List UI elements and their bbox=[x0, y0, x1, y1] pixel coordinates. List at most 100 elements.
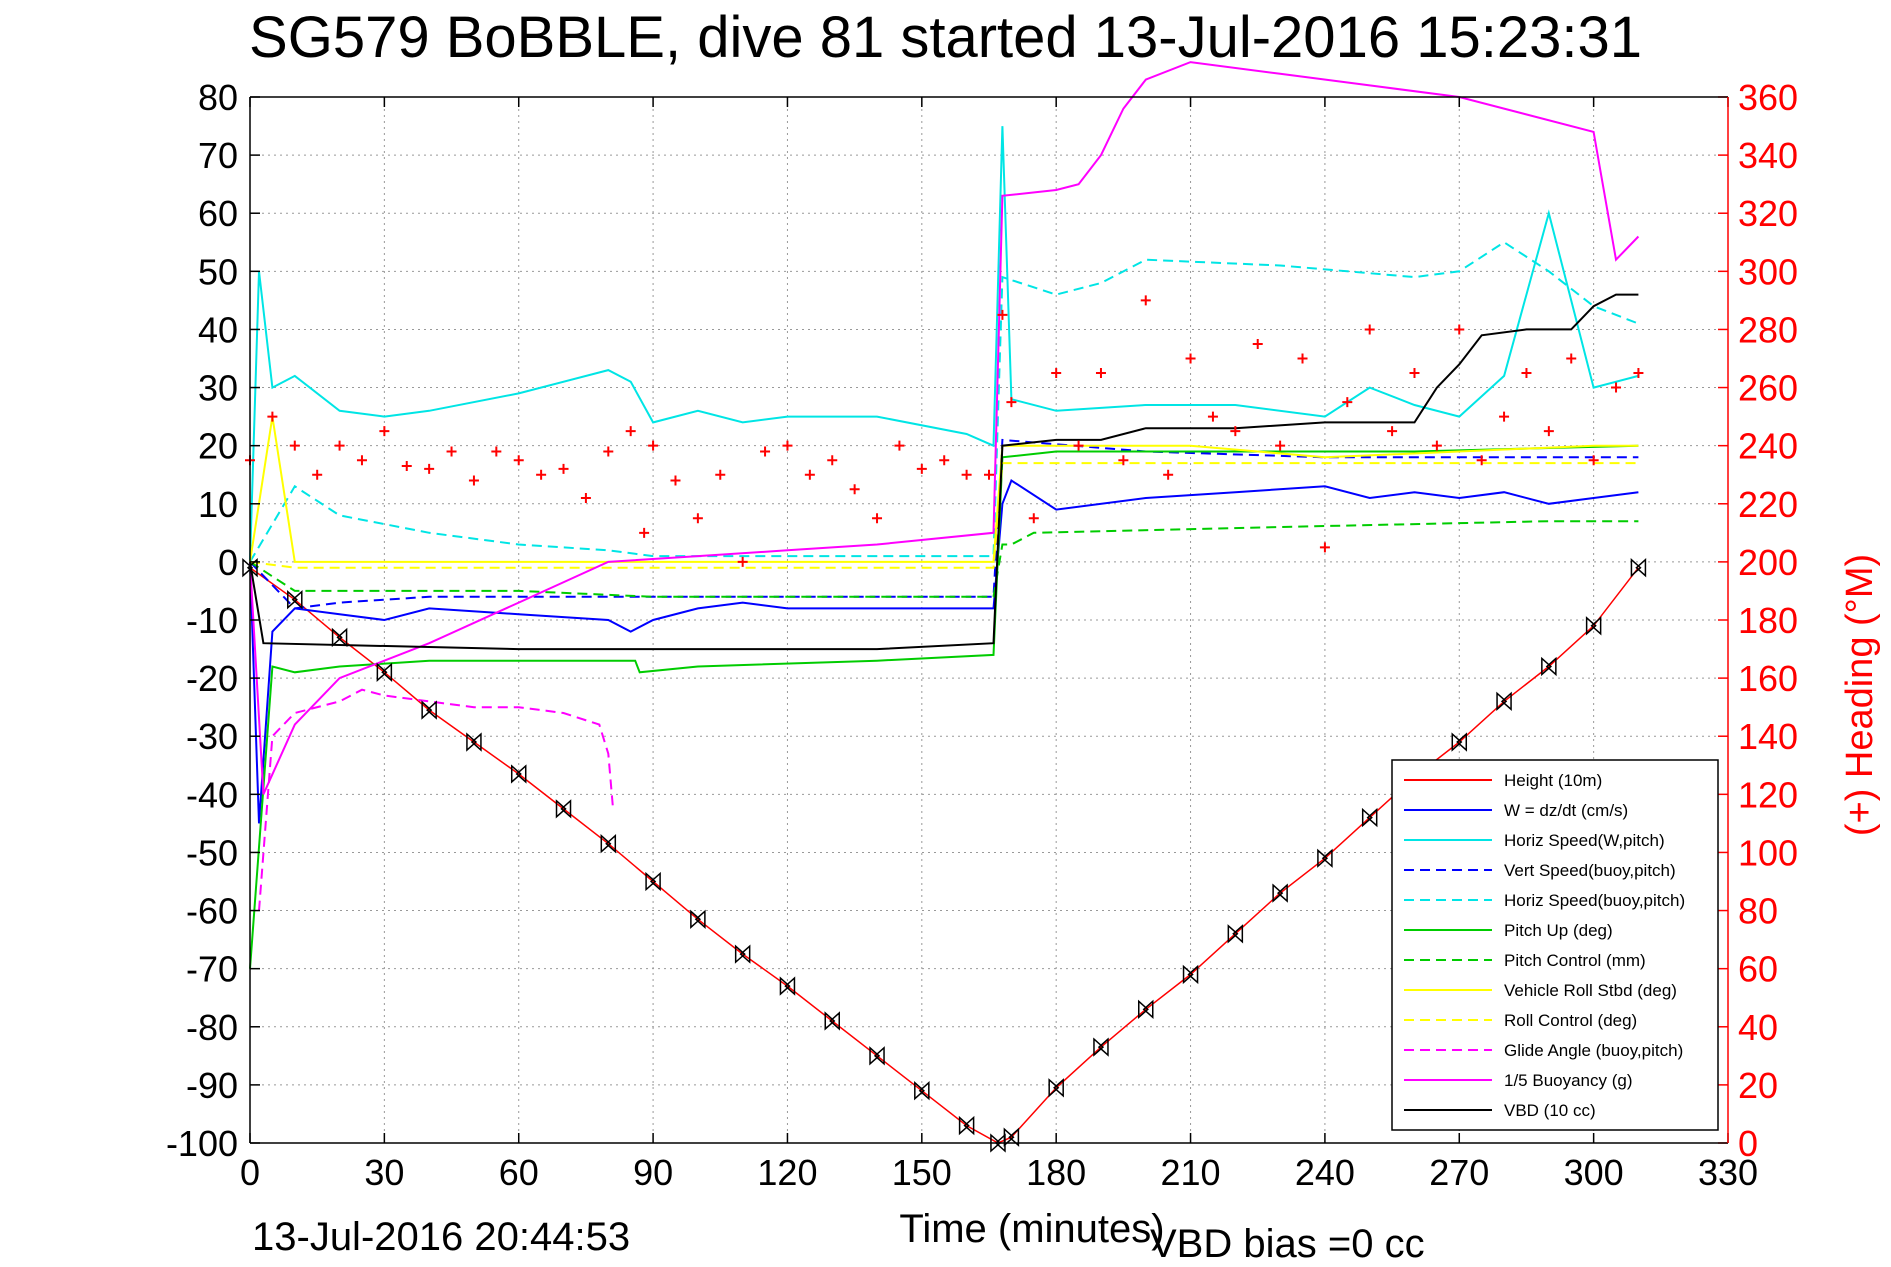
heading-point bbox=[1297, 353, 1308, 364]
heading-point bbox=[1611, 382, 1622, 393]
height-marker bbox=[1093, 1037, 1109, 1057]
series-vert-speed-buoy-pitch bbox=[249, 438, 1639, 610]
x-tick-label: 180 bbox=[1026, 1152, 1086, 1193]
height-marker bbox=[510, 764, 527, 784]
height-marker bbox=[1630, 558, 1647, 578]
x-tick-label: 210 bbox=[1161, 1152, 1221, 1193]
heading-point bbox=[1073, 440, 1084, 451]
heading-point bbox=[894, 440, 905, 451]
x-tick-label: 240 bbox=[1295, 1152, 1355, 1193]
y-tick-label: 80 bbox=[198, 77, 238, 118]
legend-entry: VBD (10 cc) bbox=[1504, 1101, 1596, 1120]
y2-tick-label: 260 bbox=[1738, 368, 1798, 409]
heading-point bbox=[1454, 324, 1465, 335]
y-tick-label: -10 bbox=[186, 600, 238, 641]
height-marker bbox=[1272, 883, 1288, 903]
x-tick-label: 330 bbox=[1698, 1152, 1758, 1193]
heading-point bbox=[1051, 368, 1062, 379]
y2-tick-label: 220 bbox=[1738, 484, 1798, 525]
heading-point bbox=[1543, 426, 1554, 437]
y2-tick-label: 160 bbox=[1738, 658, 1798, 699]
y-tick-label: -70 bbox=[186, 949, 238, 990]
y2-tick-label: 300 bbox=[1738, 251, 1798, 292]
heading-point bbox=[804, 469, 815, 480]
y-tick-label: 30 bbox=[198, 368, 238, 409]
heading-point bbox=[1140, 295, 1151, 306]
y2-tick-label: 100 bbox=[1738, 832, 1798, 873]
series-1-5-buoyancy-g bbox=[249, 61, 1640, 795]
series-horiz-speed-w-pitch bbox=[249, 126, 1639, 562]
y2-tick-label: 20 bbox=[1738, 1065, 1778, 1106]
series-layer bbox=[242, 61, 1647, 1153]
series-horiz-speed-buoy-pitch bbox=[249, 241, 1639, 563]
legend-entry: Vehicle Roll Stbd (deg) bbox=[1504, 981, 1677, 1000]
height-marker bbox=[1003, 1127, 1020, 1147]
y2-tick-label: 0 bbox=[1738, 1123, 1758, 1164]
heading-point bbox=[580, 492, 591, 503]
heading-point bbox=[1118, 455, 1129, 466]
height-marker bbox=[1361, 807, 1378, 828]
legend-entry: Roll Control (deg) bbox=[1504, 1011, 1637, 1030]
heading-point bbox=[424, 463, 435, 474]
heading-point bbox=[1566, 353, 1577, 364]
heading-point bbox=[1163, 469, 1174, 480]
height-marker bbox=[1451, 732, 1468, 752]
height-marker bbox=[779, 976, 796, 996]
heading-point bbox=[1028, 513, 1039, 524]
series-pitch-control-mm bbox=[249, 520, 1639, 598]
height-marker bbox=[914, 1081, 930, 1101]
height-marker bbox=[645, 871, 661, 892]
heading-point bbox=[961, 469, 972, 480]
y-tick-label: 50 bbox=[198, 251, 238, 292]
y2-tick-label: 40 bbox=[1738, 1007, 1778, 1048]
heading-point bbox=[379, 426, 390, 437]
heading-point bbox=[692, 513, 703, 524]
height-marker bbox=[376, 662, 393, 682]
heading-point bbox=[289, 440, 300, 451]
y-tick-label: -60 bbox=[186, 891, 238, 932]
height-marker bbox=[1182, 964, 1199, 985]
vbd-bias-label: VBD bias =0 cc bbox=[1150, 1222, 1425, 1266]
heading-point bbox=[1252, 338, 1263, 349]
legend-entry: W = dz/dt (cm/s) bbox=[1504, 801, 1628, 820]
y-tick-label: -90 bbox=[186, 1065, 238, 1106]
heading-point bbox=[1006, 397, 1017, 408]
y-tick-label: -80 bbox=[186, 1007, 238, 1048]
heading-point bbox=[849, 484, 860, 495]
x-tick-label: 270 bbox=[1429, 1152, 1489, 1193]
y2-axis-label: (+) Heading (°M) bbox=[1839, 554, 1881, 836]
legend-entry: 1/5 Buoyancy (g) bbox=[1504, 1071, 1633, 1090]
heading-point bbox=[267, 411, 278, 422]
height-markers bbox=[242, 558, 1647, 1153]
height-marker bbox=[331, 627, 348, 648]
series-w-dz-dt-cm-s bbox=[249, 478, 1639, 824]
heading-point bbox=[468, 475, 479, 486]
heading-point bbox=[356, 455, 367, 466]
y2-tick-label: 320 bbox=[1738, 193, 1798, 234]
series-roll-control-deg bbox=[249, 462, 1639, 569]
heading-point bbox=[648, 440, 659, 451]
y2-tick-label: 80 bbox=[1738, 891, 1778, 932]
y-tick-label: 60 bbox=[198, 193, 238, 234]
height-marker bbox=[690, 909, 706, 929]
y2-tick-label: 200 bbox=[1738, 542, 1798, 583]
heading-point bbox=[1588, 455, 1599, 466]
chart-title: SG579 BoBBLE, dive 81 started 13-Jul-201… bbox=[249, 5, 1642, 70]
heading-point bbox=[401, 461, 412, 472]
heading-point bbox=[1633, 368, 1644, 379]
heading-point bbox=[558, 463, 569, 474]
heading-point bbox=[872, 513, 883, 524]
x-tick-label: 150 bbox=[892, 1152, 952, 1193]
heading-point bbox=[827, 455, 838, 466]
legend-entry: Horiz Speed(W,pitch) bbox=[1504, 831, 1665, 850]
height-marker bbox=[1541, 656, 1557, 677]
heading-point bbox=[513, 455, 524, 466]
heading-point bbox=[334, 440, 345, 451]
heading-point bbox=[737, 556, 748, 567]
heading-point bbox=[603, 446, 614, 457]
heading-point bbox=[1521, 368, 1532, 379]
heading-point bbox=[1342, 397, 1353, 408]
series-heading bbox=[245, 295, 1644, 567]
legend-entry: Pitch Control (mm) bbox=[1504, 951, 1646, 970]
legend-entry: Pitch Up (deg) bbox=[1504, 921, 1613, 940]
